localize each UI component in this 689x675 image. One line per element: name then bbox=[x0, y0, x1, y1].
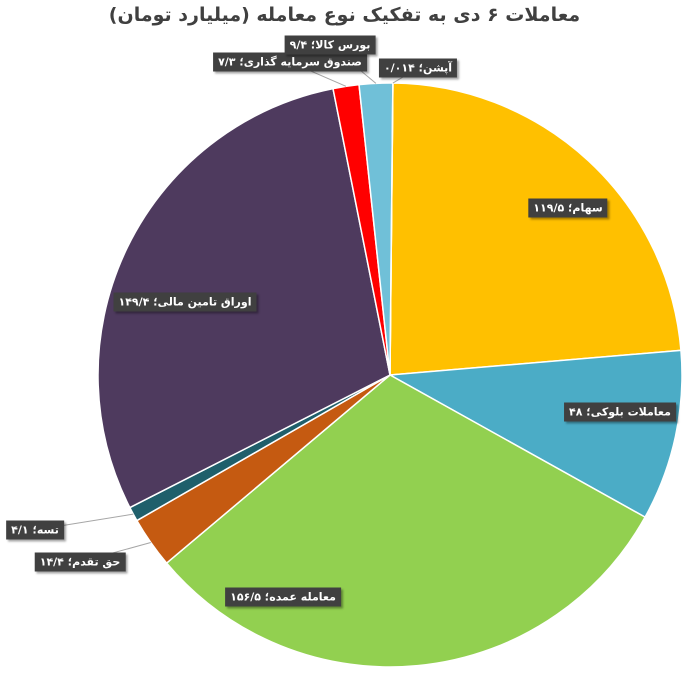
category-name: اوراق تامین مالی bbox=[157, 295, 252, 309]
value-label: ۴/۱ bbox=[11, 523, 29, 537]
data-label: صندوق سرمایه گذاری؛ ۷/۳ bbox=[213, 52, 367, 72]
label-separator: ؛ bbox=[414, 61, 424, 75]
label-separator: ؛ bbox=[307, 38, 316, 52]
value-label: ۹/۴ bbox=[289, 38, 308, 52]
data-label: معاملات بلوکی؛ ۴۸ bbox=[564, 402, 676, 422]
value-label: ۱۴/۴ bbox=[39, 555, 64, 569]
label-separator: ؛ bbox=[149, 295, 158, 309]
data-label: سهام؛ ۱۱۹/۵ bbox=[528, 198, 608, 218]
label-separator: ؛ bbox=[28, 523, 37, 537]
data-label: معامله عمده؛ ۱۵۶/۵ bbox=[225, 587, 341, 607]
category-name: سهام bbox=[572, 201, 603, 215]
data-label: بورس کالا؛ ۹/۴ bbox=[284, 35, 376, 55]
data-label: تسه؛ ۴/۱ bbox=[6, 520, 64, 540]
category-name: حق تقدم bbox=[72, 555, 121, 569]
pie-slice bbox=[389, 82, 682, 376]
data-label: حق تقدم؛ ۱۴/۴ bbox=[34, 552, 126, 572]
label-separator: ؛ bbox=[260, 590, 270, 604]
value-label: ۴۸ bbox=[569, 405, 583, 419]
value-label: ۱۴۹/۴ bbox=[118, 295, 150, 309]
data-label: اوراق تامین مالی؛ ۱۴۹/۴ bbox=[113, 292, 257, 312]
pie-slice bbox=[387, 349, 683, 519]
data-label: آپشن؛ ۰/۰۱۴ bbox=[378, 58, 458, 78]
value-label: ۱۵۶/۵ bbox=[230, 590, 261, 604]
category-name: معامله عمده bbox=[269, 590, 336, 604]
category-name: معاملات بلوکی bbox=[590, 405, 671, 419]
label-separator: ؛ bbox=[564, 201, 573, 215]
value-label: ۷/۳ bbox=[218, 55, 236, 69]
category-name: آپشن bbox=[423, 61, 453, 75]
chart-title: معاملات ۶ دی به تفکیک نوع معامله (میلیار… bbox=[108, 4, 581, 26]
value-label: ۰/۰۱۴ bbox=[383, 61, 415, 75]
category-name: بورس کالا bbox=[315, 38, 371, 52]
category-name: تسه bbox=[36, 523, 59, 537]
label-separator: ؛ bbox=[235, 55, 244, 69]
label-separator: ؛ bbox=[63, 555, 73, 569]
value-label: ۱۱۹/۵ bbox=[533, 201, 565, 215]
label-separator: ؛ bbox=[582, 405, 591, 419]
category-name: صندوق سرمایه گذاری bbox=[243, 55, 362, 69]
